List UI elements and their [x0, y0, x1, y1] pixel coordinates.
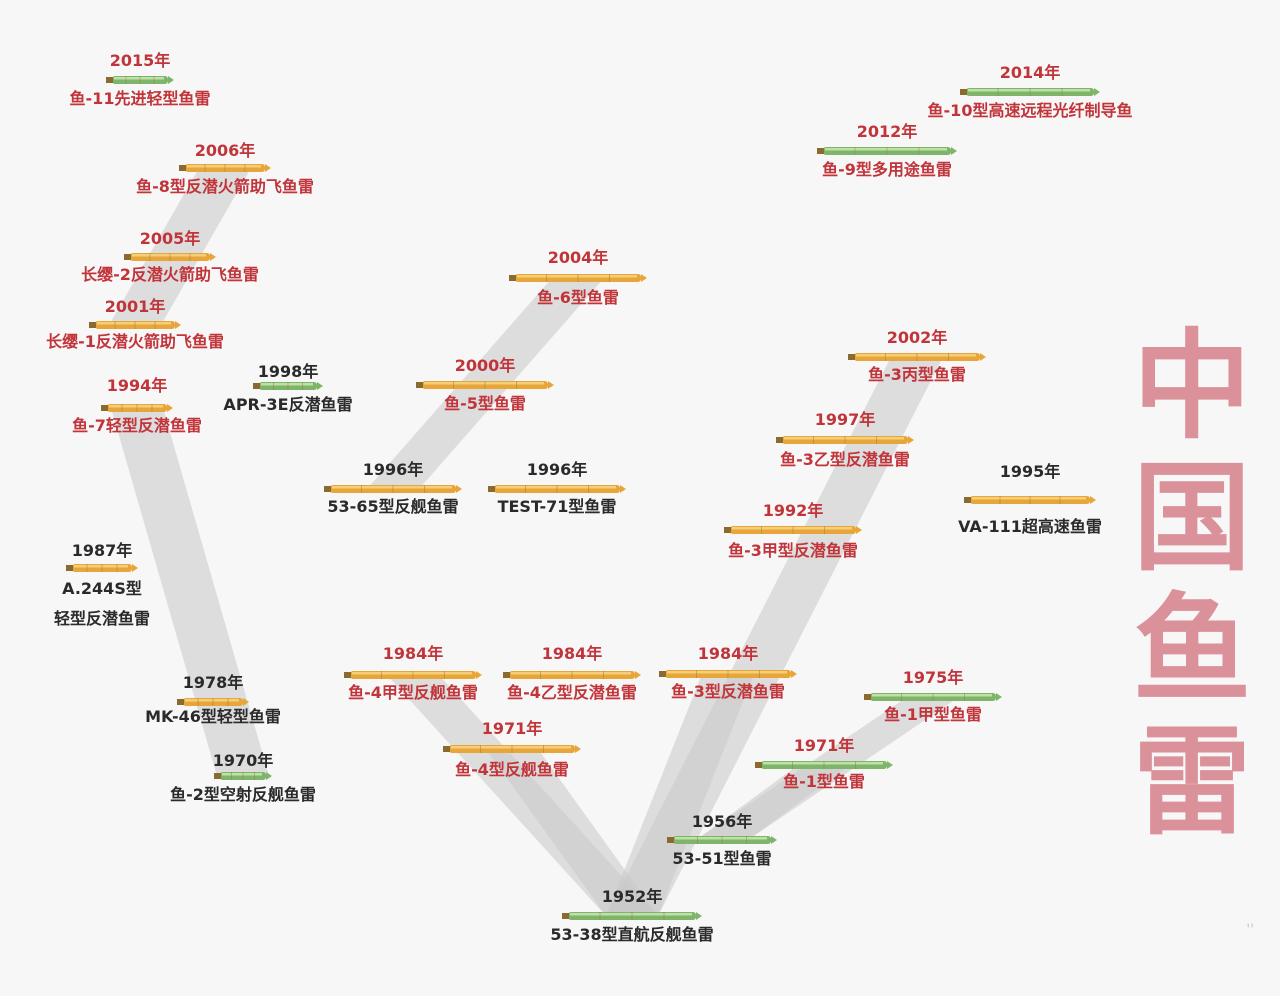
torpedo-yu3bing	[848, 353, 986, 361]
year-label: 2002年	[886, 328, 948, 347]
torpedo-apr3e	[253, 382, 323, 390]
torpedo-name: 鱼-5型鱼雷	[444, 394, 526, 413]
torpedo-name: 53-38型直航反舰鱼雷	[550, 925, 714, 944]
torpedo-a244	[66, 564, 138, 572]
torpedo-yu3	[659, 670, 797, 678]
year-label: 1971年	[793, 736, 855, 755]
torpedo-mk46	[177, 698, 249, 706]
torpedo-name: 鱼-3丙型鱼雷	[868, 365, 966, 384]
torpedo-yu2	[214, 772, 272, 780]
year-label: 2014年	[999, 63, 1061, 82]
torpedo-name: 鱼-4乙型反潜鱼雷	[507, 683, 637, 702]
year-label: 2012年	[856, 122, 918, 141]
torpedo-name: 53-65型反舰鱼雷	[327, 497, 459, 516]
torpedo-test71	[488, 485, 626, 493]
torpedo-name: 鱼-10型高速远程光纤制导鱼	[927, 101, 1133, 120]
lineage-band-yu2-yu7	[111, 408, 269, 776]
torpedo-name: 长缨-2反潜火箭助飞鱼雷	[81, 265, 259, 284]
year-label: 1994年	[106, 376, 168, 395]
year-label: 1996年	[362, 460, 424, 479]
torpedo-s5351	[667, 836, 777, 844]
torpedo-name: 鱼-4甲型反舰鱼雷	[348, 683, 478, 702]
torpedo-name: 鱼-9型多用途鱼雷	[822, 160, 952, 179]
torpedo-name: 鱼-11先进轻型鱼雷	[69, 89, 211, 108]
year-label: 1970年	[212, 751, 274, 770]
torpedo-name: APR-3E反潜鱼雷	[223, 395, 353, 414]
page-title: 中 国 鱼 雷	[1122, 320, 1262, 848]
lineage-band-cz1-yu8	[109, 168, 251, 325]
torpedo-yu4	[443, 745, 581, 753]
year-label: 1996年	[526, 460, 588, 479]
year-label: 1984年	[697, 644, 759, 663]
year-label: 2000年	[454, 356, 516, 375]
year-label: 1956年	[691, 812, 753, 831]
torpedo-yu8	[179, 164, 271, 172]
torpedo-name: 鱼-1甲型鱼雷	[884, 705, 982, 724]
year-label: 1984年	[382, 644, 444, 663]
torpedo-name: 鱼-8型反潜火箭助飞鱼雷	[136, 177, 314, 196]
torpedo-name: 鱼-6型鱼雷	[537, 288, 619, 307]
torpedo-cz2	[124, 253, 216, 261]
title-char: 国	[1132, 448, 1251, 587]
year-label: 1992年	[762, 501, 824, 520]
torpedo-name: 鱼-7轻型反潜鱼雷	[72, 416, 202, 435]
year-label: 2005年	[139, 229, 201, 248]
year-label: 1998年	[257, 362, 319, 381]
corner-quote-mark: ''	[1246, 922, 1254, 938]
title-char: 中	[1132, 316, 1251, 455]
year-label: 1952年	[601, 887, 663, 906]
torpedo-name: 鱼-3甲型反潜鱼雷	[728, 541, 858, 560]
year-label: 1984年	[541, 644, 603, 663]
torpedo-yu1jia	[864, 693, 1002, 701]
torpedo-yu4yi	[503, 671, 641, 679]
year-label: 2006年	[194, 141, 256, 160]
year-label: 1987年	[71, 541, 133, 560]
torpedo-yu3jia	[724, 526, 862, 534]
torpedo-cz1	[89, 321, 181, 329]
torpedo-yu4jia	[344, 671, 482, 679]
lineage-band-yu4-s5338	[486, 749, 658, 916]
title-char: 雷	[1132, 712, 1251, 851]
torpedo-name: TEST-71型鱼雷	[497, 497, 617, 516]
torpedo-name: MK-46型轻型鱼雷	[145, 707, 281, 726]
torpedo-name: 53-51型鱼雷	[672, 849, 772, 868]
torpedo-yu7	[101, 404, 173, 412]
year-label: 1995年	[999, 462, 1061, 481]
year-label: 2004年	[547, 248, 609, 267]
torpedo-name: A.244S型	[62, 579, 142, 598]
torpedo-yu10	[960, 88, 1100, 96]
year-label: 2015年	[109, 51, 171, 70]
torpedo-name: 鱼-3乙型反潜鱼雷	[780, 450, 910, 469]
torpedo-name: 鱼-1型鱼雷	[783, 772, 865, 791]
torpedo-yu5	[416, 381, 554, 389]
torpedo-yu9	[817, 147, 957, 155]
torpedo-name: 长缨-1反潜火箭助飞鱼雷	[46, 332, 224, 351]
torpedo-va111	[964, 496, 1096, 504]
torpedo-yu11	[106, 76, 174, 84]
torpedo-name: VA-111超高速鱼雷	[958, 517, 1102, 536]
year-label: 2001年	[104, 297, 166, 316]
year-label: 1997年	[814, 410, 876, 429]
torpedo-name: 鱼-3型反潜鱼雷	[671, 682, 785, 701]
torpedo-s5365	[324, 485, 462, 493]
year-label: 1978年	[182, 673, 244, 692]
torpedo-name: 鱼-2型空射反舰鱼雷	[170, 785, 316, 804]
torpedo-name-line2: 轻型反潜鱼雷	[53, 609, 151, 628]
torpedo-yu6	[509, 274, 647, 282]
lineage-band-s5338-yu3bing	[606, 357, 943, 916]
torpedo-s5338	[562, 912, 702, 920]
year-label: 1975年	[902, 668, 964, 687]
year-label: 1971年	[481, 719, 543, 738]
torpedo-yu1	[755, 761, 893, 769]
torpedo-yu3yi	[776, 436, 914, 444]
torpedo-name: 鱼-4型反舰鱼雷	[455, 760, 569, 779]
title-char: 鱼	[1132, 580, 1251, 719]
